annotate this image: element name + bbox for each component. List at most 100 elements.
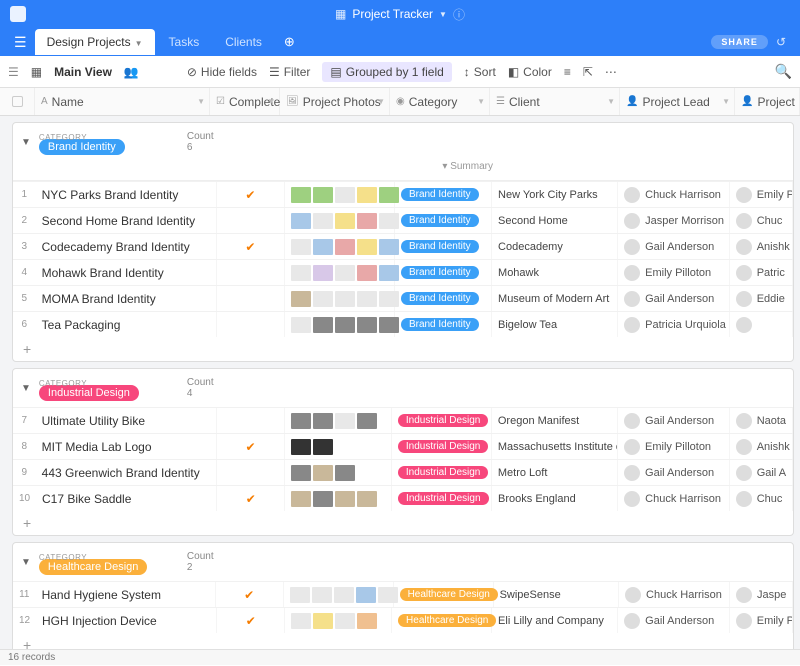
cell-complete[interactable] bbox=[217, 460, 285, 485]
cell-client[interactable]: Mohawk bbox=[492, 260, 618, 285]
sort-button[interactable]: ↕Sort bbox=[464, 65, 496, 79]
color-button[interactable]: ◧Color bbox=[508, 65, 552, 79]
cell-photos[interactable] bbox=[285, 234, 395, 259]
cell-client[interactable]: Codecademy bbox=[492, 234, 618, 259]
add-row-button[interactable]: + bbox=[13, 337, 793, 361]
cell-collaborators[interactable]: Chuc bbox=[730, 486, 793, 511]
table-row[interactable]: 9 443 Greenwich Brand Identity Industria… bbox=[13, 459, 793, 485]
cell-complete[interactable] bbox=[217, 260, 285, 285]
share-view-button[interactable]: ⇱ bbox=[583, 65, 593, 79]
table-row[interactable]: 7 Ultimate Utility Bike Industrial Desig… bbox=[13, 407, 793, 433]
cell-collaborators[interactable]: Patric bbox=[730, 260, 793, 285]
column-complete[interactable]: ☑Complete▼ bbox=[210, 88, 280, 115]
cell-collaborators[interactable]: Anishk bbox=[730, 434, 793, 459]
table-row[interactable]: 4 Mohawk Brand Identity Brand Identity M… bbox=[13, 259, 793, 285]
cell-complete[interactable] bbox=[217, 286, 285, 311]
cell-client[interactable]: Metro Loft bbox=[492, 460, 618, 485]
cell-complete[interactable]: ✔ bbox=[217, 234, 285, 259]
cell-name[interactable]: MOMA Brand Identity bbox=[36, 286, 217, 311]
cell-name[interactable]: C17 Bike Saddle bbox=[36, 486, 217, 511]
cell-photos[interactable] bbox=[285, 408, 392, 433]
cell-collaborators[interactable]: Naota bbox=[730, 408, 793, 433]
cell-complete[interactable]: ✔ bbox=[217, 608, 285, 633]
more-button[interactable]: ⋯ bbox=[605, 65, 617, 79]
cell-lead[interactable]: Gail Anderson bbox=[618, 286, 730, 311]
cell-photos[interactable] bbox=[285, 434, 392, 459]
cell-lead[interactable]: Gail Anderson bbox=[618, 460, 730, 485]
menu-icon[interactable]: ☰ bbox=[8, 34, 33, 51]
cell-name[interactable]: NYC Parks Brand Identity bbox=[36, 182, 217, 207]
table-row[interactable]: 12 HGH Injection Device ✔ Healthcare Des… bbox=[13, 607, 793, 633]
cell-complete[interactable]: ✔ bbox=[217, 486, 285, 511]
cell-photos[interactable] bbox=[285, 208, 395, 233]
cell-category[interactable]: Brand Identity bbox=[395, 208, 492, 233]
cell-category[interactable]: Brand Identity bbox=[395, 286, 492, 311]
cell-category[interactable]: Industrial Design bbox=[392, 460, 492, 485]
table-row[interactable]: 8 MIT Media Lab Logo ✔ Industrial Design… bbox=[13, 433, 793, 459]
search-icon[interactable]: 🔍 bbox=[775, 63, 792, 80]
column-name[interactable]: AName▼ bbox=[35, 88, 210, 115]
cell-complete[interactable] bbox=[217, 208, 285, 233]
tab-clients[interactable]: Clients bbox=[213, 29, 274, 55]
history-icon[interactable]: ↺ bbox=[770, 35, 792, 49]
table-row[interactable]: 11 Hand Hygiene System ✔ Healthcare Desi… bbox=[13, 581, 793, 607]
cell-client[interactable]: Massachusetts Institute of Tech bbox=[492, 434, 618, 459]
cell-name[interactable]: Tea Packaging bbox=[36, 312, 217, 337]
cell-client[interactable]: New York City Parks bbox=[492, 182, 618, 207]
cell-photos[interactable] bbox=[285, 260, 395, 285]
cell-client[interactable]: Museum of Modern Art bbox=[492, 286, 618, 311]
cell-photos[interactable] bbox=[285, 286, 395, 311]
cell-photos[interactable] bbox=[285, 460, 392, 485]
cell-category[interactable]: Healthcare Design bbox=[392, 608, 492, 633]
cell-photos[interactable] bbox=[284, 582, 394, 607]
row-height-button[interactable]: ≡ bbox=[564, 65, 571, 79]
cell-collaborators[interactable]: Chuc bbox=[730, 208, 793, 233]
base-title[interactable]: Project Tracker bbox=[352, 7, 433, 21]
collapse-icon[interactable]: ▼ bbox=[21, 137, 31, 148]
share-button[interactable]: SHARE bbox=[711, 35, 768, 49]
cell-lead[interactable]: Chuck Harrison bbox=[618, 486, 730, 511]
cell-complete[interactable]: ✔ bbox=[216, 582, 284, 607]
add-row-button[interactable]: + bbox=[13, 511, 793, 535]
column-category[interactable]: ◉Category▼ bbox=[390, 88, 490, 115]
cell-photos[interactable] bbox=[285, 182, 395, 207]
cell-category[interactable]: Healthcare Design bbox=[394, 582, 494, 607]
cell-client[interactable]: Brooks England bbox=[492, 486, 618, 511]
group-button[interactable]: ▤Grouped by 1 field bbox=[322, 62, 451, 82]
column-client[interactable]: ☰Client▼ bbox=[490, 88, 620, 115]
column-lead[interactable]: 👤Project Lead▼ bbox=[620, 88, 735, 115]
cell-lead[interactable]: Emily Pilloton bbox=[618, 434, 730, 459]
select-all-cell[interactable] bbox=[0, 88, 35, 115]
cell-collaborators[interactable]: Emily P bbox=[730, 182, 793, 207]
collapse-icon[interactable]: ▼ bbox=[21, 557, 31, 568]
cell-name[interactable]: HGH Injection Device bbox=[36, 608, 217, 633]
cell-name[interactable]: Hand Hygiene System bbox=[36, 582, 216, 607]
views-sidebar-icon[interactable]: ☰ bbox=[8, 65, 19, 79]
cell-category[interactable]: Industrial Design bbox=[392, 408, 492, 433]
summary-label[interactable]: ▾ Summary bbox=[223, 161, 503, 180]
cell-name[interactable]: Second Home Brand Identity bbox=[36, 208, 217, 233]
view-collaborators-icon[interactable]: 👥 bbox=[124, 65, 139, 79]
cell-category[interactable]: Brand Identity bbox=[395, 182, 492, 207]
cell-lead[interactable]: Gail Anderson bbox=[618, 408, 730, 433]
info-icon[interactable]: ⓘ bbox=[453, 6, 465, 23]
cell-complete[interactable] bbox=[217, 312, 285, 337]
cell-lead[interactable]: Jasper Morrison bbox=[618, 208, 730, 233]
table-row[interactable]: 5 MOMA Brand Identity Brand Identity Mus… bbox=[13, 285, 793, 311]
cell-name[interactable]: Ultimate Utility Bike bbox=[36, 408, 217, 433]
cell-client[interactable]: Eli Lilly and Company bbox=[492, 608, 618, 633]
cell-lead[interactable]: Chuck Harrison bbox=[619, 582, 730, 607]
cell-name[interactable]: Codecademy Brand Identity bbox=[36, 234, 217, 259]
cell-lead[interactable]: Patricia Urquiola bbox=[618, 312, 730, 337]
cell-collaborators[interactable]: Eddie bbox=[730, 286, 793, 311]
cell-client[interactable]: Bigelow Tea bbox=[492, 312, 618, 337]
tab-design-projects[interactable]: Design Projects▼ bbox=[35, 29, 155, 55]
cell-lead[interactable]: Chuck Harrison bbox=[618, 182, 730, 207]
cell-name[interactable]: MIT Media Lab Logo bbox=[36, 434, 217, 459]
cell-category[interactable]: Industrial Design bbox=[392, 486, 492, 511]
app-logo[interactable] bbox=[10, 6, 26, 22]
column-photos[interactable]: 🖼Project Photos▼ bbox=[280, 88, 390, 115]
cell-lead[interactable]: Gail Anderson bbox=[618, 234, 730, 259]
cell-complete[interactable] bbox=[217, 408, 285, 433]
cell-category[interactable]: Brand Identity bbox=[395, 312, 492, 337]
